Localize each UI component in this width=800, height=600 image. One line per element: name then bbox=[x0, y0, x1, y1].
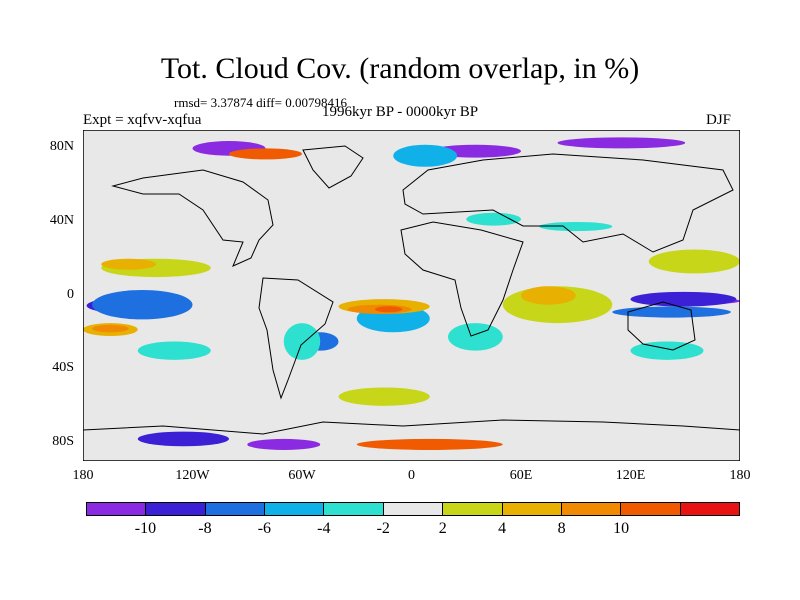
anomaly-region-9 bbox=[92, 289, 193, 320]
coast-eurasia bbox=[402, 153, 734, 253]
lon-label-3: 0 bbox=[408, 468, 415, 483]
anomaly-region-8 bbox=[137, 431, 229, 447]
colorbar-label-2: -6 bbox=[257, 520, 272, 537]
coast-africa bbox=[400, 221, 524, 337]
season-label: DJF bbox=[706, 112, 732, 128]
colorbar bbox=[86, 502, 740, 516]
lon-label-5: 120E bbox=[615, 468, 646, 483]
experiment-label: Expt = xqfvv-xqfua bbox=[83, 112, 202, 128]
anomaly-region-7 bbox=[630, 291, 737, 307]
period-label: 1996kyr BP - 0000kyr BP bbox=[322, 104, 479, 120]
anomaly-region-5 bbox=[557, 137, 686, 149]
anomaly-region-16 bbox=[283, 323, 321, 360]
coast-north-america bbox=[111, 169, 274, 267]
stats-label: rmsd= 3.37874 diff= 0.00798416 bbox=[174, 95, 347, 110]
anomaly-region-32 bbox=[229, 148, 302, 160]
lat-label-80n: 80N bbox=[49, 139, 74, 155]
colorbar-bin-6 bbox=[443, 503, 503, 515]
lon-label-2: 60W bbox=[288, 468, 316, 483]
colorbar-bin-8 bbox=[561, 503, 622, 515]
map-title: Tot. Cloud Cov. (random overlap, in %) bbox=[160, 52, 640, 85]
map-background bbox=[83, 130, 740, 461]
anomaly-region-22 bbox=[648, 249, 740, 274]
colorbar-bin-9 bbox=[621, 503, 681, 515]
map-plot bbox=[83, 130, 740, 461]
colorbar-bin-4 bbox=[324, 503, 384, 515]
anomaly-regions bbox=[83, 137, 740, 450]
colorbar-label-6: 4 bbox=[498, 520, 507, 537]
coast-south-america bbox=[258, 277, 334, 400]
lon-label-0: 180 bbox=[72, 468, 94, 483]
anomaly-region-17 bbox=[448, 323, 503, 351]
colorbar-bin-2 bbox=[205, 503, 266, 515]
lat-label-80s: 80S bbox=[52, 433, 74, 449]
colorbar-label-7: 8 bbox=[557, 520, 566, 537]
colorbar-bin-1 bbox=[146, 503, 206, 515]
anomaly-region-15 bbox=[539, 221, 613, 232]
anomaly-region-31 bbox=[356, 438, 503, 450]
map-panel bbox=[83, 130, 740, 461]
anomaly-region-24 bbox=[101, 258, 156, 270]
lat-label-40n: 40N bbox=[49, 212, 74, 228]
colorbar-bin-10 bbox=[680, 503, 739, 515]
coast-greenland bbox=[302, 145, 364, 189]
anomaly-region-23 bbox=[338, 387, 430, 406]
anomaly-region-26 bbox=[521, 286, 576, 305]
colorbar-label-5: 2 bbox=[438, 520, 447, 537]
coast-antarctica bbox=[83, 419, 740, 435]
anomaly-region-1 bbox=[247, 438, 321, 450]
anomaly-region-18 bbox=[137, 341, 211, 360]
colorbar-label-0: -10 bbox=[134, 520, 157, 537]
colorbar-bin-0 bbox=[87, 503, 147, 515]
colorbar-bin-3 bbox=[265, 503, 325, 515]
anomaly-region-11 bbox=[612, 306, 731, 318]
lon-label-1: 120W bbox=[175, 468, 210, 483]
anomaly-region-14 bbox=[466, 212, 521, 226]
lat-label-40s: 40S bbox=[52, 360, 74, 376]
lon-label-6: 180 bbox=[729, 468, 751, 483]
lon-label-4: 60E bbox=[509, 468, 533, 483]
colorbar-label-8: 10 bbox=[613, 520, 630, 537]
colorbar-label-4: -2 bbox=[376, 520, 390, 537]
anomaly-region-30 bbox=[375, 306, 403, 313]
colorbar-label-1: -8 bbox=[198, 520, 212, 537]
colorbar-label-3: -4 bbox=[317, 520, 331, 537]
anomaly-region-29 bbox=[92, 324, 129, 333]
anomaly-region-19 bbox=[630, 341, 704, 360]
coastlines bbox=[83, 145, 740, 435]
colorbar-bin-5 bbox=[383, 503, 444, 515]
lat-label-0: 0 bbox=[67, 286, 74, 302]
anomaly-region-13 bbox=[393, 144, 458, 167]
colorbar-bin-7 bbox=[502, 503, 562, 515]
coast-australia bbox=[627, 301, 696, 351]
